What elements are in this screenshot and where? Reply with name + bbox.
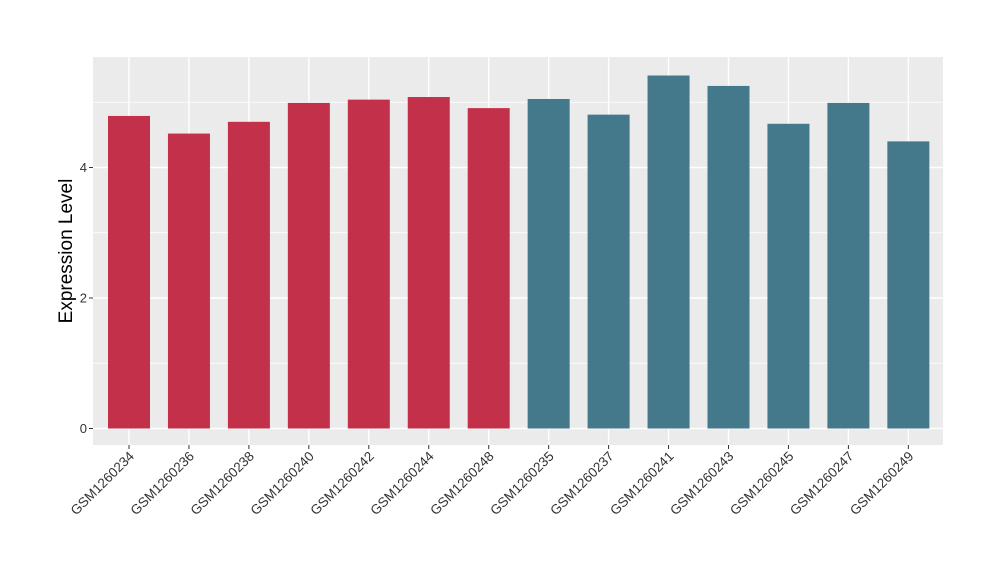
y-axis-label: Expression Level <box>56 179 77 324</box>
bar <box>587 114 630 429</box>
bar <box>108 115 150 429</box>
bar <box>887 141 930 429</box>
y-tick-label: 2 <box>80 291 87 306</box>
x-axis: GSM1260234GSM1260236GSM1260238GSM1260240… <box>68 445 917 519</box>
bar <box>527 98 570 429</box>
y-tick-label: 4 <box>80 160 87 175</box>
bar <box>347 99 390 429</box>
bar <box>467 108 510 429</box>
y-tick-label: 0 <box>80 421 87 436</box>
y-axis: 0 2 4 <box>80 160 93 436</box>
plot-panel <box>93 57 943 445</box>
bar <box>167 133 210 429</box>
bars <box>108 75 930 429</box>
bar <box>287 102 330 429</box>
bar <box>407 97 450 429</box>
bar <box>227 121 270 429</box>
x-tick-label: GSM1260249 <box>847 449 917 519</box>
bar <box>827 102 870 429</box>
bar <box>767 123 810 429</box>
bar <box>707 85 750 429</box>
bar <box>647 75 690 429</box>
